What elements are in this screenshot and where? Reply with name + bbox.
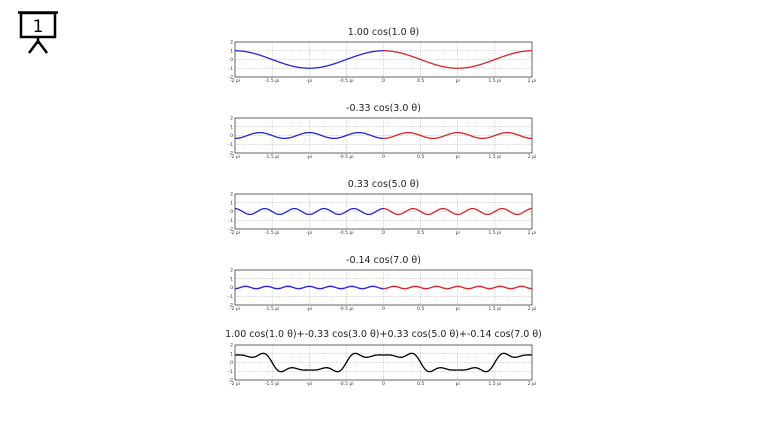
x-tick-label: pi [456,154,460,160]
x-tick-label: 2 pi [528,306,537,312]
x-tick-label: -0.5 pi [339,230,354,236]
chart-title-4: -0.14 cos(7.0 θ) [346,255,421,266]
y-tick-label: -2 [228,303,233,309]
chart-title-2: -0.33 cos(3.0 θ) [346,103,421,114]
y-tick-label: 1 [230,351,233,357]
x-tick-label: -0.5 pi [339,154,354,160]
x-tick-label: 1.5 pi [488,381,501,387]
y-tick-label: -1 [228,142,233,148]
chart-title-5: 1.00 cos(1.0 θ)+-0.33 cos(3.0 θ)+0.33 co… [225,329,542,340]
x-tick-label: -1.5 pi [265,78,280,84]
x-tick-label: 0.5 [417,154,424,160]
x-tick-label: 1.5 pi [488,78,501,84]
x-tick-label: pi [456,306,460,312]
x-tick-label: 0 [382,306,385,312]
y-tick-label: -2 [228,227,233,233]
series-line-1-1 [235,50,384,69]
x-tick-label: -2 pi [230,381,240,387]
y-tick-label: 2 [230,343,233,349]
y-tick-label: 1 [230,48,233,54]
x-tick-label: -2 pi [230,154,240,160]
x-tick-label: -1.5 pi [265,381,280,387]
y-tick-label: -2 [228,151,233,157]
series-line-5-1 [235,352,532,373]
series-line-4-1 [235,285,384,290]
x-tick-label: 0 [382,230,385,236]
series-line-4-2 [383,285,532,290]
x-tick-label: -1.5 pi [265,306,280,312]
x-tick-label: pi [456,78,460,84]
x-tick-label: 2 pi [528,230,537,236]
x-tick-label: 0 [382,78,385,84]
series-line-2-2 [383,131,532,140]
y-tick-label: -1 [228,294,233,300]
y-tick-label: 0 [230,57,233,63]
x-tick-label: 0.5 [417,230,424,236]
y-tick-label: 1 [230,200,233,206]
x-tick-label: pi [456,381,460,387]
x-tick-label: 2 pi [528,381,537,387]
x-tick-label: -1.5 pi [265,230,280,236]
x-tick-label: -0.5 pi [339,78,354,84]
x-tick-label: -pi [306,306,312,312]
y-tick-label: 1 [230,276,233,282]
x-tick-label: 0 [382,381,385,387]
y-tick-label: -1 [228,218,233,224]
x-tick-label: -pi [306,381,312,387]
y-tick-label: 2 [230,268,233,274]
x-tick-label: 0.5 [417,381,424,387]
slide-number: 1 [33,17,44,37]
y-tick-label: -1 [228,66,233,72]
x-tick-label: -2 pi [230,78,240,84]
y-tick-label: 0 [230,133,233,139]
x-tick-label: -1.5 pi [265,154,280,160]
y-tick-label: 0 [230,285,233,291]
series-line-2-1 [235,131,384,140]
x-tick-label: 0 [382,154,385,160]
x-tick-label: -pi [306,154,312,160]
x-tick-label: 2 pi [528,78,537,84]
y-tick-label: 0 [230,209,233,215]
y-tick-label: 1 [230,124,233,130]
y-tick-label: 0 [230,360,233,366]
y-tick-label: 2 [230,116,233,122]
x-tick-label: 2 pi [528,154,537,160]
x-tick-label: -0.5 pi [339,306,354,312]
series-line-3-2 [383,207,533,216]
x-tick-label: -0.5 pi [339,381,354,387]
x-tick-label: -2 pi [230,306,240,312]
y-tick-label: 2 [230,192,233,198]
y-tick-label: 2 [230,40,233,46]
y-tick-label: -2 [228,75,233,81]
x-tick-label: pi [456,230,460,236]
x-tick-label: -pi [306,230,312,236]
series-line-3-1 [234,207,384,216]
y-tick-label: -2 [228,378,233,384]
x-tick-label: 0.5 [417,78,424,84]
x-tick-label: 1.5 pi [488,230,501,236]
x-tick-label: -pi [306,78,312,84]
x-tick-label: 1.5 pi [488,306,501,312]
chart-title-1: 1.00 cos(1.0 θ) [348,27,420,38]
x-tick-label: 0.5 [417,306,424,312]
series-line-1-2 [383,50,532,69]
y-tick-label: -1 [228,369,233,375]
x-tick-label: 1.5 pi [488,154,501,160]
chart-title-3: 0.33 cos(5.0 θ) [348,179,420,190]
presentation-slide-icon: 1 [18,11,58,54]
x-tick-label: -2 pi [230,230,240,236]
